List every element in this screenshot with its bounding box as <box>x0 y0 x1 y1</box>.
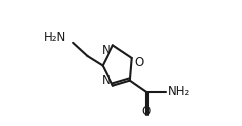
Text: O: O <box>134 56 144 69</box>
Text: N: N <box>102 74 111 87</box>
Text: N: N <box>102 44 111 57</box>
Text: H₂N: H₂N <box>44 31 66 44</box>
Text: O: O <box>142 105 151 118</box>
Text: NH₂: NH₂ <box>168 85 190 99</box>
